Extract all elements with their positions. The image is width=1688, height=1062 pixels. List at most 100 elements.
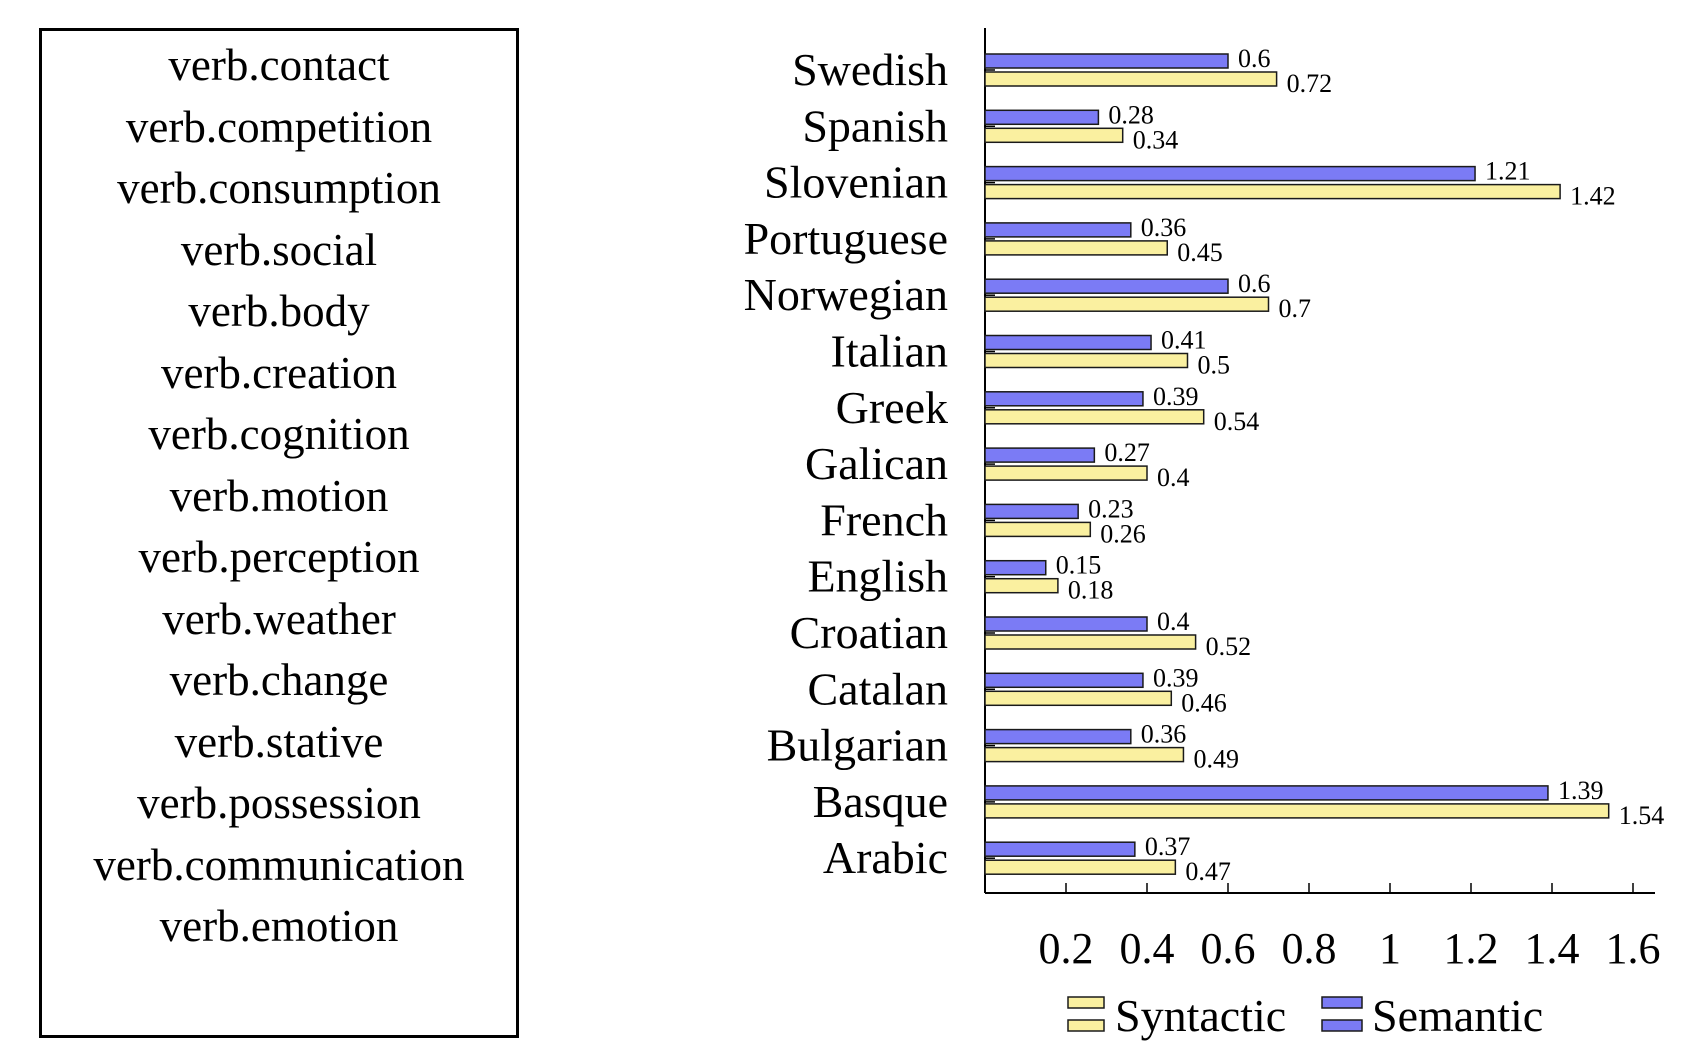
semantic-value-label: 0.6 xyxy=(1238,269,1271,298)
semantic-value-label: 0.36 xyxy=(1141,720,1187,749)
legend-syntactic-swatch-bottom xyxy=(1067,1019,1105,1032)
syntactic-bar xyxy=(984,409,1205,425)
legend-syntactic-label: Syntactic xyxy=(1115,990,1286,1041)
x-tick-label: 0.8 xyxy=(1282,924,1337,973)
syntactic-bar xyxy=(984,859,1177,875)
semantic-bar xyxy=(984,785,1549,801)
category-label: Spanish xyxy=(802,100,948,151)
syntactic-value-label: 1.42 xyxy=(1570,182,1616,211)
x-tick-label: 0.2 xyxy=(1039,924,1094,973)
semantic-value-label: 0.41 xyxy=(1161,326,1207,355)
syntactic-bar xyxy=(984,71,1278,87)
semantic-bar xyxy=(984,53,1229,69)
x-tick-label: 1.2 xyxy=(1444,924,1499,973)
syntactic-bar xyxy=(984,127,1124,144)
semantic-value-label: 0.4 xyxy=(1157,607,1190,636)
semantic-value-label: 0.39 xyxy=(1153,663,1199,692)
semantic-value-label: 1.21 xyxy=(1485,157,1531,186)
category-label: English xyxy=(807,551,948,602)
verb-category-item: verb.change xyxy=(169,655,389,705)
semantic-value-label: 0.36 xyxy=(1141,213,1187,242)
category-label: French xyxy=(820,494,948,545)
verb-category-item: verb.perception xyxy=(138,532,420,582)
semantic-value-label: 0.37 xyxy=(1145,832,1191,861)
syntactic-value-label: 0.4 xyxy=(1157,463,1190,492)
syntactic-bar xyxy=(984,577,1059,594)
verb-category-item: verb.emotion xyxy=(159,901,399,951)
syntactic-bar xyxy=(984,746,1185,763)
syntactic-bar xyxy=(984,634,1197,650)
category-label: Italian xyxy=(831,326,949,377)
syntactic-bar xyxy=(984,465,1148,481)
syntactic-bar xyxy=(984,803,1610,819)
legend-syntactic-swatch-top xyxy=(1067,996,1105,1009)
syntactic-value-label: 0.26 xyxy=(1100,519,1146,548)
semantic-value-label: 0.39 xyxy=(1153,382,1199,411)
syntactic-bar xyxy=(984,521,1092,538)
semantic-bar xyxy=(984,222,1132,238)
category-label: Basque xyxy=(813,776,948,827)
semantic-bar xyxy=(984,616,1148,632)
category-label: Swedish xyxy=(792,44,948,95)
semantic-bar xyxy=(984,334,1152,351)
syntactic-value-label: 0.34 xyxy=(1133,125,1179,154)
semantic-value-label: 0.27 xyxy=(1104,438,1150,467)
category-label: Catalan xyxy=(808,663,949,714)
legend-semantic-swatch-top xyxy=(1321,996,1363,1009)
syntactic-bar xyxy=(984,296,1270,312)
semantic-value-label: 0.28 xyxy=(1108,100,1154,129)
semantic-bar xyxy=(984,503,1079,520)
syntactic-value-label: 0.54 xyxy=(1214,407,1260,436)
category-label: Galican xyxy=(805,438,948,489)
legend-semantic-label: Semantic xyxy=(1372,990,1543,1041)
semantic-value-label: 1.39 xyxy=(1558,776,1604,805)
verb-category-item: verb.cognition xyxy=(148,409,410,459)
semantic-bar xyxy=(984,672,1144,689)
semantic-bar xyxy=(984,728,1132,745)
semantic-bar xyxy=(984,278,1229,294)
x-tick-label: 1.6 xyxy=(1606,924,1661,973)
syntactic-value-label: 0.5 xyxy=(1198,351,1231,380)
syntactic-bar xyxy=(984,183,1561,200)
category-label: Portuguese xyxy=(744,213,948,264)
syntactic-bar xyxy=(984,240,1168,256)
syntactic-value-label: 0.72 xyxy=(1287,69,1333,98)
category-label: Arabic xyxy=(823,832,948,883)
semantic-bar xyxy=(984,447,1096,463)
category-label: Bulgarian xyxy=(767,720,948,771)
category-label: Norwegian xyxy=(744,269,948,320)
verb-category-item: verb.stative xyxy=(174,716,384,767)
semantic-bar xyxy=(984,391,1144,407)
verb-category-item: verb.motion xyxy=(169,470,389,521)
syntactic-value-label: 0.7 xyxy=(1279,294,1312,323)
semantic-bar xyxy=(984,109,1100,126)
x-tick-label: 0.4 xyxy=(1120,924,1175,973)
category-label: Greek xyxy=(836,382,948,433)
syntactic-value-label: 0.52 xyxy=(1206,632,1252,661)
syntactic-value-label: 0.45 xyxy=(1177,238,1223,267)
semantic-value-label: 0.15 xyxy=(1056,551,1102,580)
verb-category-item: verb.social xyxy=(180,224,378,275)
verb-category-item: verb.creation xyxy=(160,347,398,398)
syntactic-value-label: 0.46 xyxy=(1181,688,1227,717)
verb-category-item: verb.communication xyxy=(93,839,465,890)
verb-category-list-box: verb.contact verb.competition verb.consump… xyxy=(39,28,519,1038)
verb-category-item: verb.weather xyxy=(162,593,396,644)
x-tick-label: 0.6 xyxy=(1201,924,1256,973)
category-label: Slovenian xyxy=(764,157,948,208)
verb-category-item: verb.possession xyxy=(137,778,421,828)
semantic-bar xyxy=(984,559,1047,576)
syntactic-value-label: 0.18 xyxy=(1068,576,1114,605)
x-tick-label: 1.4 xyxy=(1525,924,1580,973)
semantic-value-label: 0.23 xyxy=(1088,494,1134,523)
verb-category-item: verb.contact xyxy=(168,40,390,90)
syntactic-bar xyxy=(984,352,1189,369)
semantic-value-label: 0.6 xyxy=(1238,44,1271,73)
x-tick-label: 1 xyxy=(1379,924,1401,973)
semantic-bar xyxy=(984,165,1476,182)
syntactic-value-label: 1.54 xyxy=(1619,801,1665,830)
verb-category-item: verb.consumption xyxy=(117,163,441,213)
category-label: Croatian xyxy=(790,607,948,658)
verb-category-item: verb.competition xyxy=(125,101,433,152)
legend: Syntactic Semantic xyxy=(1067,990,1543,1041)
